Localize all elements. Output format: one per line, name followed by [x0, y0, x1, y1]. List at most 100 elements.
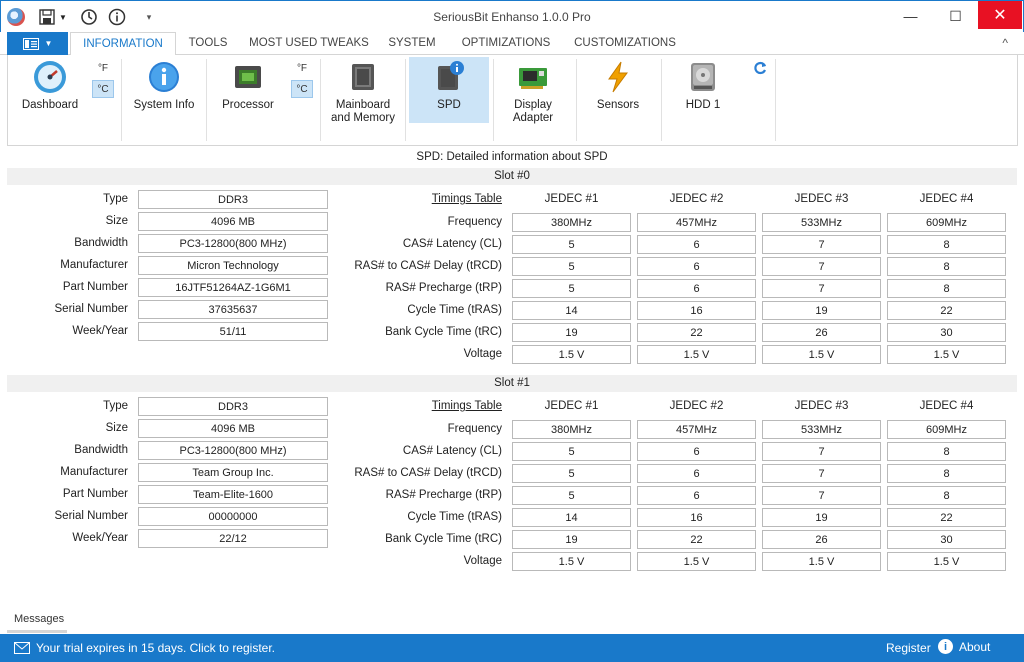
timing-value-field[interactable]: 19: [762, 301, 881, 320]
info-value-field[interactable]: Team-Elite-1600: [138, 485, 328, 504]
timing-value-field[interactable]: 533MHz: [762, 420, 881, 439]
processor-button[interactable]: Processor: [210, 57, 286, 123]
close-button[interactable]: ✕: [978, 1, 1022, 29]
messages-tab[interactable]: Messages: [7, 610, 67, 633]
history-icon[interactable]: [79, 7, 99, 27]
timing-value-field[interactable]: 6: [637, 235, 756, 254]
processor-fahrenheit-toggle[interactable]: °F: [296, 62, 308, 74]
timing-value-field[interactable]: 6: [637, 464, 756, 483]
refresh-icon[interactable]: [749, 59, 771, 77]
save-dropdown-icon[interactable]: ▼: [59, 12, 67, 22]
hdd-button[interactable]: HDD 1: [665, 57, 741, 123]
minimize-button[interactable]: —: [903, 8, 918, 24]
timing-value-field[interactable]: 8: [887, 257, 1006, 276]
timing-value-field[interactable]: 380MHz: [512, 420, 631, 439]
fahrenheit-toggle[interactable]: °F: [97, 62, 109, 74]
timing-value-field[interactable]: 7: [762, 464, 881, 483]
timing-value-field[interactable]: 8: [887, 486, 1006, 505]
timing-value-field[interactable]: 8: [887, 235, 1006, 254]
celsius-toggle[interactable]: °C: [92, 80, 114, 98]
timing-value-field[interactable]: 14: [512, 301, 631, 320]
display-adapter-button[interactable]: Display Adapter: [497, 57, 569, 124]
info-value-field[interactable]: PC3-12800(800 MHz): [138, 234, 328, 253]
timing-value-field[interactable]: 8: [887, 279, 1006, 298]
mainboard-memory-button[interactable]: Mainboard and Memory: [324, 57, 402, 124]
info-value-field[interactable]: Team Group Inc.: [138, 463, 328, 482]
register-link[interactable]: Register: [886, 641, 931, 655]
info-value-field[interactable]: 16JTF51264AZ-1G6M1: [138, 278, 328, 297]
timing-value-field[interactable]: 30: [887, 530, 1006, 549]
info-value-field[interactable]: 4096 MB: [138, 212, 328, 231]
timing-value-field[interactable]: 30: [887, 323, 1006, 342]
timing-value-field[interactable]: 5: [512, 486, 631, 505]
timing-value-field[interactable]: 7: [762, 235, 881, 254]
timing-value-field[interactable]: 19: [762, 508, 881, 527]
timing-value-field[interactable]: 609MHz: [887, 213, 1006, 232]
info-value-field[interactable]: 4096 MB: [138, 419, 328, 438]
timing-value-field[interactable]: 1.5 V: [512, 552, 631, 571]
timing-value-field[interactable]: 6: [637, 257, 756, 276]
info-value-field[interactable]: PC3-12800(800 MHz): [138, 441, 328, 460]
timing-value-field[interactable]: 5: [512, 442, 631, 461]
trial-notice[interactable]: Your trial expires in 15 days. Click to …: [14, 641, 275, 655]
tab-most-used-tweaks[interactable]: MOST USED TWEAKS: [249, 37, 369, 49]
timing-value-field[interactable]: 16: [637, 301, 756, 320]
timing-value-field[interactable]: 1.5 V: [512, 345, 631, 364]
info-value-field[interactable]: DDR3: [138, 190, 328, 209]
info-value-field[interactable]: Micron Technology: [138, 256, 328, 275]
system-info-button[interactable]: System Info: [126, 57, 202, 123]
timing-value-field[interactable]: 22: [637, 323, 756, 342]
timing-value-field[interactable]: 1.5 V: [887, 345, 1006, 364]
timing-value-field[interactable]: 5: [512, 257, 631, 276]
timing-value-field[interactable]: 5: [512, 235, 631, 254]
timing-value-field[interactable]: 1.5 V: [762, 552, 881, 571]
timing-value-field[interactable]: 26: [762, 530, 881, 549]
timing-value-field[interactable]: 22: [637, 530, 756, 549]
info-value-field[interactable]: 22/12: [138, 529, 328, 548]
info-value-field[interactable]: 37635637: [138, 300, 328, 319]
tab-optimizations[interactable]: OPTIMIZATIONS: [461, 37, 551, 49]
timing-value-field[interactable]: 8: [887, 442, 1006, 461]
timing-value-field[interactable]: 8: [887, 464, 1006, 483]
timing-value-field[interactable]: 7: [762, 442, 881, 461]
tab-information[interactable]: INFORMATION: [70, 32, 176, 56]
timing-value-field[interactable]: 533MHz: [762, 213, 881, 232]
timing-value-field[interactable]: 380MHz: [512, 213, 631, 232]
timing-value-field[interactable]: 6: [637, 486, 756, 505]
timing-value-field[interactable]: 22: [887, 301, 1006, 320]
timing-value-field[interactable]: 26: [762, 323, 881, 342]
tab-tools[interactable]: TOOLS: [188, 37, 228, 49]
about-link[interactable]: i About: [938, 639, 990, 654]
timing-value-field[interactable]: 16: [637, 508, 756, 527]
timing-value-field[interactable]: 7: [762, 279, 881, 298]
spd-button[interactable]: SPD: [409, 57, 489, 123]
maximize-button[interactable]: ☐: [949, 7, 962, 24]
timing-value-field[interactable]: 6: [637, 279, 756, 298]
timing-value-field[interactable]: 609MHz: [887, 420, 1006, 439]
timing-value-field[interactable]: 19: [512, 323, 631, 342]
dashboard-button[interactable]: Dashboard: [10, 57, 90, 123]
timing-value-field[interactable]: 1.5 V: [887, 552, 1006, 571]
customize-toolbar-icon[interactable]: ▾: [146, 11, 152, 22]
timing-value-field[interactable]: 14: [512, 508, 631, 527]
timing-value-field[interactable]: 6: [637, 442, 756, 461]
collapse-ribbon-icon[interactable]: ^: [1002, 36, 1008, 50]
info-value-field[interactable]: 51/11: [138, 322, 328, 341]
timing-value-field[interactable]: 5: [512, 464, 631, 483]
timing-value-field[interactable]: 19: [512, 530, 631, 549]
tab-system[interactable]: SYSTEM: [388, 37, 436, 49]
timing-value-field[interactable]: 457MHz: [637, 213, 756, 232]
tab-customizations[interactable]: CUSTOMIZATIONS: [574, 37, 676, 49]
timing-value-field[interactable]: 5: [512, 279, 631, 298]
timing-value-field[interactable]: 7: [762, 486, 881, 505]
timing-value-field[interactable]: 7: [762, 257, 881, 276]
file-menu-button[interactable]: ▼: [7, 32, 68, 55]
sensors-button[interactable]: Sensors: [580, 57, 656, 123]
processor-celsius-toggle[interactable]: °C: [291, 80, 313, 98]
timing-value-field[interactable]: 1.5 V: [637, 345, 756, 364]
timing-value-field[interactable]: 1.5 V: [637, 552, 756, 571]
app-icon[interactable]: [7, 8, 25, 26]
info-icon[interactable]: [107, 7, 127, 27]
save-icon[interactable]: [37, 7, 57, 27]
timing-value-field[interactable]: 457MHz: [637, 420, 756, 439]
